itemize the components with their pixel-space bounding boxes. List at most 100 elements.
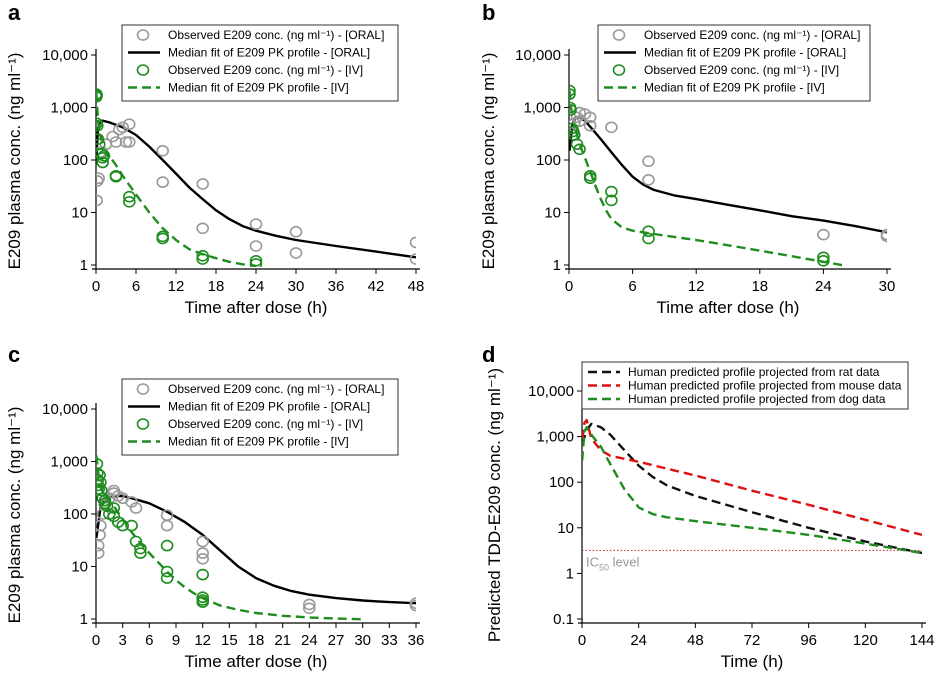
- data-point: [289, 225, 303, 238]
- x-tick-label: 120: [853, 632, 878, 649]
- x-tick-label: 144: [909, 632, 934, 649]
- data-point: [409, 236, 416, 249]
- y-tick-label: 100: [63, 506, 88, 523]
- x-tick-label: 6: [145, 632, 153, 649]
- y-tick-label: 10,000: [515, 47, 561, 64]
- y-tick-label: 1,000: [50, 454, 88, 471]
- legend-marker: [612, 29, 626, 41]
- legend-label: Observed E209 conc. (ng ml⁻¹) - [ORAL]: [168, 382, 384, 396]
- chart-panel-c: 0 3 6 9 12 15 18 21 24 27 30 33 36 1101001,00010,000…: [5, 378, 424, 671]
- panel-letter-d: d: [482, 342, 495, 367]
- data-point: [289, 247, 303, 259]
- legend-label: Observed E209 conc. (ng ml⁻¹) - [ORAL]: [168, 28, 384, 42]
- data-point: [100, 500, 114, 513]
- data-point: [583, 172, 597, 184]
- data-point: [123, 136, 136, 148]
- y-tick-label: 10,000: [528, 383, 574, 400]
- x-tick-label: 12: [688, 278, 705, 295]
- legend-marker: [136, 418, 150, 430]
- legend-label: Median fit of E209 PK profile - [ORAL]: [168, 46, 370, 60]
- panel-letter-a: a: [8, 0, 21, 25]
- legend-box-b: [597, 24, 871, 102]
- data-point: [160, 539, 174, 552]
- y-tick-label: 10,000: [42, 47, 88, 64]
- x-tick-label: 9: [172, 632, 180, 649]
- y-tick-label: 1,000: [536, 429, 574, 446]
- x-tick-label: 0: [565, 278, 573, 295]
- data-point: [569, 104, 577, 116]
- data-point: [125, 519, 138, 532]
- data-point: [573, 143, 586, 156]
- x-ticks-d: 0 24 48 72 96 120 144: [578, 623, 935, 649]
- y-ticks-d: 0.1 1 10 100 1,000 10,000: [528, 383, 582, 628]
- legend-marker: [612, 64, 626, 76]
- chart-panel-a: 0 6 12 18 24 30 36 42 48 1 10 100 1,000 10,000 Time …: [5, 24, 425, 317]
- data-point: [605, 121, 618, 134]
- data-point: [196, 250, 209, 262]
- x-tick-label: 30: [288, 278, 305, 295]
- data-point: [302, 602, 316, 615]
- data-point: [880, 230, 887, 243]
- data-point: [156, 145, 169, 157]
- data-point: [96, 156, 109, 169]
- x-tick-label: 24: [301, 632, 318, 649]
- legend-box-c: [121, 378, 399, 456]
- x-axis-label-d: Time (h): [721, 652, 784, 671]
- y-tick-label: 10: [544, 205, 561, 222]
- x-tick-label: 27: [328, 632, 345, 649]
- x-tick-label: 48: [408, 278, 425, 295]
- data-point: [249, 240, 263, 252]
- data-point: [96, 119, 104, 132]
- data-point: [96, 172, 105, 184]
- series-line-b-0: [569, 116, 887, 234]
- data-point: [119, 136, 133, 148]
- x-tick-label: 6: [132, 278, 140, 295]
- x-tick-label: 12: [194, 632, 211, 649]
- legend-label: Median fit of E209 PK profile - [ORAL]: [644, 46, 846, 60]
- y-tick-label: 1,000: [50, 100, 88, 117]
- y-tick-label: 10: [71, 559, 88, 576]
- data-point: [817, 228, 830, 241]
- data-point: [583, 111, 597, 124]
- data-point: [96, 476, 107, 489]
- data-point: [134, 547, 147, 559]
- data-point: [196, 552, 209, 565]
- x-tick-label: 36: [328, 278, 345, 295]
- plot-area-c: [96, 455, 416, 621]
- data-point: [583, 119, 597, 132]
- data-point: [196, 547, 209, 559]
- data-point: [96, 175, 104, 187]
- y-tick-label: 100: [549, 474, 574, 491]
- data-point: [96, 469, 106, 481]
- data-point: [642, 155, 655, 167]
- y-tick-label: 10,000: [42, 401, 88, 418]
- legend-box-a: [121, 24, 399, 102]
- x-tick-label: 0: [92, 278, 100, 295]
- data-point: [196, 222, 209, 235]
- y-ticks-c: 1 10 100 1,000 10,000: [42, 401, 96, 628]
- y-ticks-b: 1 10 100 1,000 10,000: [515, 47, 569, 274]
- legend-label: Median fit of E209 PK profile - [IV]: [168, 435, 349, 449]
- x-tick-label: 48: [687, 632, 704, 649]
- data-point: [569, 84, 576, 97]
- data-point: [123, 196, 136, 208]
- x-axis-label-a: Time after dose (h): [185, 298, 328, 317]
- x-tick-label: 42: [368, 278, 385, 295]
- legend-marker: [136, 64, 150, 76]
- x-tick-label: 0: [92, 632, 100, 649]
- x-tick-label: 24: [815, 278, 832, 295]
- y-ticks-a: 1 10 100 1,000 10,000: [42, 47, 96, 274]
- legend-label: Observed E209 conc. (ng ml⁻¹) - [ORAL]: [644, 28, 860, 42]
- x-tick-label: 18: [208, 278, 225, 295]
- data-point: [156, 176, 169, 188]
- data-point: [249, 258, 263, 267]
- x-tick-label: 30: [354, 632, 371, 649]
- x-tick-label: 21: [274, 632, 291, 649]
- legend-label: Observed E209 conc. (ng ml⁻¹) - [IV]: [168, 417, 363, 431]
- y-tick-label: 1: [80, 611, 88, 628]
- data-point: [116, 519, 129, 532]
- x-ticks-c: 0 3 6 9 12 15 18 21 24 27 30 33 36: [92, 623, 424, 649]
- legend-label: Median fit of E209 PK profile - [IV]: [644, 81, 825, 95]
- legend-label: Human predicted profile projected from d…: [628, 392, 886, 406]
- data-point: [96, 89, 103, 102]
